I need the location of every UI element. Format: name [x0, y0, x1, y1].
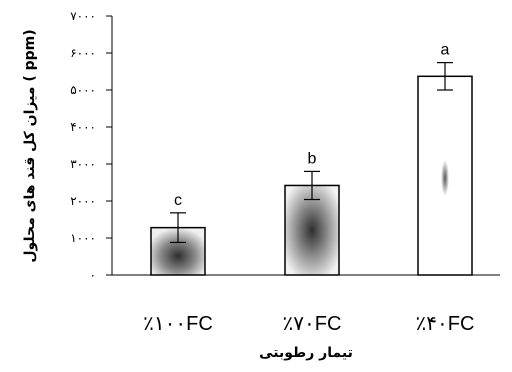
y-tick-label: ۷۰۰۰ [70, 9, 96, 23]
y-tick-label: ۴۰۰۰ [70, 120, 96, 134]
x-tick-label: ٪۷۰FC [283, 313, 342, 335]
y-tick-label: ۳۰۰۰ [70, 157, 96, 171]
y-tick-label: ۲۰۰۰ [70, 194, 96, 208]
x-axis-title: تیمار رطوبتی [259, 345, 353, 361]
y-axis-title: میزان کل قند های محلول ( ppm) [22, 29, 38, 262]
y-tick-label: ۶۰۰۰ [70, 46, 96, 60]
significance-letter: c [174, 192, 182, 209]
y-tick-label: ۱۰۰۰ [70, 231, 96, 245]
x-tick-label: ٪۴۰FC [416, 313, 475, 335]
significance-letter: a [441, 42, 450, 59]
y-tick-label: ۵۰۰۰ [70, 83, 96, 97]
bar-center-mark [441, 160, 449, 196]
y-tick-label: ۰ [90, 268, 96, 282]
significance-letter: b [308, 150, 317, 167]
x-tick-label: ٪۱۰۰FC [143, 313, 213, 335]
